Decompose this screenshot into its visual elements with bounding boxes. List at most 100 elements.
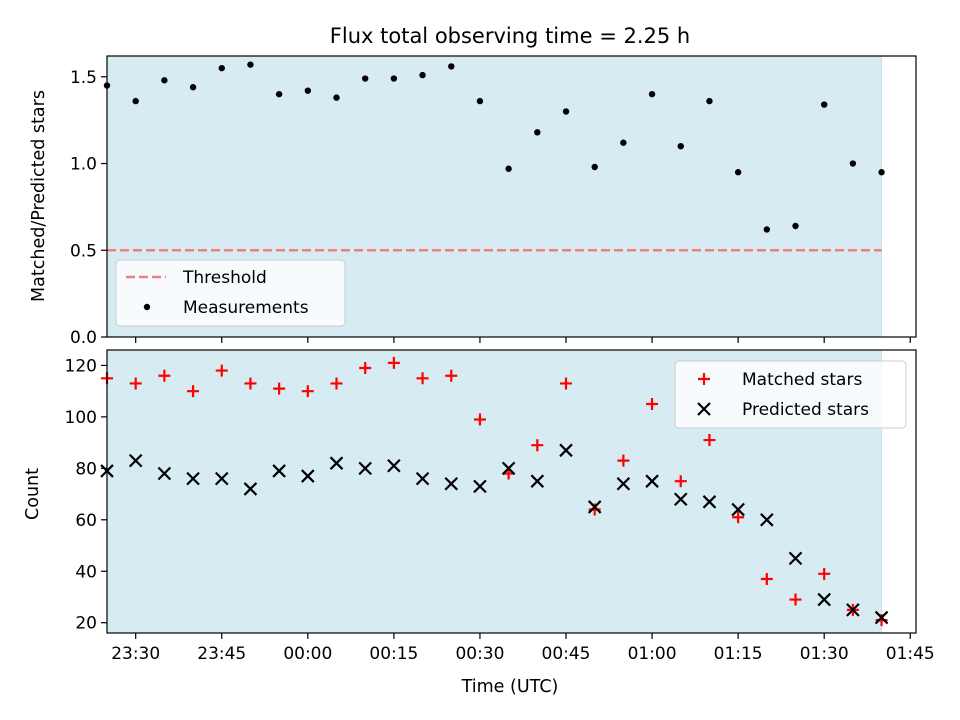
predicted-point [874, 610, 889, 625]
data-point [333, 94, 340, 101]
predicted-point [587, 500, 602, 514]
x-tick-label: 00:45 [542, 644, 591, 664]
predicted-point [501, 461, 516, 476]
predicted-point [329, 456, 344, 470]
data-point [161, 77, 168, 84]
data-point [648, 90, 656, 98]
data-point [247, 61, 254, 68]
top-y-axis-label: Matched/Predicted stars [29, 90, 49, 302]
matched-point [560, 377, 573, 390]
data-point [849, 160, 857, 167]
matched-point [760, 572, 773, 585]
chart-title: Flux total observing time = 2.25 h [330, 24, 690, 48]
matched-point [129, 377, 142, 390]
data-point [132, 97, 139, 105]
y-tick-label: 0.0 [70, 328, 97, 348]
matched-point [330, 377, 343, 390]
legend-box [115, 259, 346, 327]
predicted-point [358, 461, 372, 476]
predicted-point [157, 466, 172, 481]
y-tick-label: 120 [65, 356, 97, 376]
data-point [878, 169, 885, 176]
data-point [505, 165, 512, 172]
predicted-point [473, 479, 487, 494]
legend: Threshold Measurements [115, 259, 346, 327]
x-tick-label: 01:45 [886, 644, 935, 664]
axes-frame [106, 55, 917, 338]
y-tick-label: 100 [65, 408, 97, 428]
predicted-point [243, 482, 258, 496]
matched-point [301, 385, 314, 398]
matched-point [732, 511, 745, 524]
data-point [218, 64, 225, 72]
predicted-point [817, 592, 831, 607]
data-point [677, 142, 684, 150]
x-tick-label: 01:00 [628, 644, 677, 664]
x-axis-label: Time (UTC) [461, 677, 559, 697]
data-point [562, 108, 570, 115]
data-point [189, 84, 197, 91]
y-tick-label: 40 [75, 562, 97, 582]
data-point [304, 87, 312, 94]
bottom-panel: 20 40 60 80 100 120 23:30 23:45 00:00 00:15 00:30 0… [65, 349, 935, 664]
matched-point [445, 369, 458, 382]
predicted-point [788, 551, 803, 566]
predicted-point [846, 603, 860, 617]
predicted-point [530, 474, 545, 488]
y-tick-label: 20 [75, 614, 97, 634]
data-point [419, 71, 426, 79]
y-tick-label: 80 [75, 459, 97, 479]
x-tick-label: 00:15 [369, 644, 418, 664]
matched-point [703, 434, 716, 447]
data-point [706, 97, 713, 105]
data-point [763, 226, 771, 233]
bottom-y-axis-label: Count [23, 468, 43, 520]
legend-threshold-label: Threshold [182, 268, 267, 288]
data-point [734, 169, 742, 176]
matched-point [416, 372, 429, 385]
matched-point [818, 567, 831, 580]
legend-matched-swatch [698, 373, 710, 385]
matched-point [387, 356, 400, 369]
predicted-point [128, 453, 143, 468]
x-tick-label: 01:15 [714, 644, 763, 664]
data-point [476, 97, 484, 105]
y-tick-label: 0.5 [70, 241, 97, 261]
data-point [534, 129, 541, 136]
data-point [620, 139, 627, 146]
matched-point [674, 475, 687, 488]
legend-box [674, 360, 907, 429]
data-point [275, 90, 283, 98]
matched-point [473, 413, 486, 426]
matched-point [187, 385, 200, 398]
predicted-point [444, 477, 459, 491]
x-tick-label: 01:30 [800, 644, 849, 664]
predicted-point [645, 474, 659, 488]
predicted-point [272, 464, 286, 478]
legend-matched-label: Matched stars [742, 370, 862, 390]
matched-point [244, 377, 257, 390]
predicted-point [760, 513, 774, 527]
legend-measurements-label: Measurements [183, 298, 309, 318]
predicted-point [186, 471, 200, 486]
matched-point [531, 439, 544, 452]
matched-point [158, 369, 171, 382]
legend: Matched stars Predicted stars [674, 360, 907, 429]
predicted-point [673, 492, 688, 506]
data-point [591, 163, 598, 171]
x-tick-label: 00:00 [283, 644, 332, 664]
x-tick-label: 23:30 [111, 644, 160, 664]
matched-point [646, 398, 659, 411]
x-tick-label: 00:30 [455, 644, 504, 664]
predicted-point [415, 471, 430, 486]
legend-measurements-swatch [143, 303, 151, 311]
legend-predicted-swatch [697, 402, 711, 416]
matched-point [215, 364, 228, 377]
data-point [390, 75, 398, 82]
predicted-point [301, 469, 315, 483]
y-tick-label: 60 [75, 511, 97, 531]
predicted-point [387, 458, 401, 473]
y-tick-label: 1.5 [70, 68, 97, 88]
matched-point [359, 362, 372, 375]
